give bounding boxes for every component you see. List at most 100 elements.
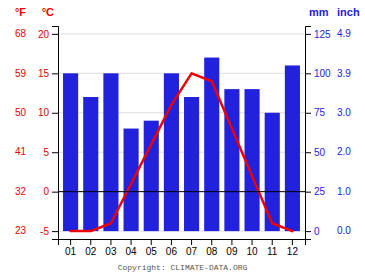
tick-mark xyxy=(305,113,311,114)
tick-label: 06 xyxy=(166,246,178,257)
axis-line xyxy=(52,27,59,240)
secondary-tick-label: 4.9 xyxy=(337,28,351,39)
tick: 03 xyxy=(105,239,117,257)
tick-mark xyxy=(305,152,311,153)
tick-mark xyxy=(231,239,232,245)
tick-label: 0 xyxy=(314,226,320,237)
axis-title: inch xyxy=(337,6,360,18)
secondary-tick-label: 3.0 xyxy=(337,107,351,118)
chart: 010203040506070809101112-505101520025507… xyxy=(0,0,365,273)
tick-label: 10 xyxy=(38,107,50,118)
bar-series xyxy=(63,58,300,232)
tick: 06 xyxy=(166,239,178,257)
tick-label: 25 xyxy=(314,186,326,197)
tick: 05 xyxy=(146,239,158,257)
reference-line xyxy=(58,191,305,192)
tick-label: 11 xyxy=(267,246,278,257)
tick-mark xyxy=(131,239,132,245)
tick: 50 xyxy=(305,147,326,158)
secondary-tick-label: 2.0 xyxy=(337,146,351,157)
plot-area xyxy=(58,58,305,232)
secondary-tick-label: 41 xyxy=(15,146,27,157)
tick: 25 xyxy=(305,186,326,197)
axis-line xyxy=(306,27,312,240)
tick: 11 xyxy=(267,239,278,257)
tick-mark xyxy=(305,34,311,35)
axis-title: °F xyxy=(15,6,26,18)
tick: 100 xyxy=(305,68,331,79)
tick-mark xyxy=(211,239,212,245)
tick-mark xyxy=(171,239,172,245)
bar xyxy=(245,89,260,231)
tick-mark xyxy=(52,73,58,74)
secondary-tick-label: 32 xyxy=(15,186,27,197)
tick: 20 xyxy=(38,29,58,40)
bar xyxy=(103,73,118,231)
tick-label: 5 xyxy=(43,147,49,158)
tick-mark xyxy=(305,73,311,74)
grid xyxy=(58,34,305,231)
grid-line xyxy=(58,33,305,34)
tick-label: 04 xyxy=(126,246,138,257)
tick-label: 08 xyxy=(206,246,218,257)
tick-label: 75 xyxy=(314,107,326,118)
axis-title: °C xyxy=(42,6,54,18)
tick-label: 0 xyxy=(43,186,49,197)
tick-label: 09 xyxy=(226,246,238,257)
y2-axis: 0 25 50 75 100 125 xyxy=(305,27,331,240)
tick-label: 10 xyxy=(247,246,259,257)
tick-mark xyxy=(52,113,58,114)
tick-label: 125 xyxy=(314,29,331,40)
secondary-tick-label: 3.9 xyxy=(337,68,351,79)
tick-mark xyxy=(90,239,91,245)
tick-mark xyxy=(252,239,253,245)
tick: 12 xyxy=(287,239,299,257)
bar xyxy=(63,73,78,231)
tick-label: 100 xyxy=(314,68,331,79)
tick-mark xyxy=(272,239,273,245)
tick-mark xyxy=(52,231,58,232)
bar xyxy=(224,89,239,231)
axis-line xyxy=(59,240,306,246)
tick: 5 xyxy=(43,147,58,158)
tick-label: 07 xyxy=(186,246,198,257)
tick: 08 xyxy=(206,239,218,257)
tick-label: 05 xyxy=(146,246,158,257)
tick-mark xyxy=(52,192,58,193)
secondary-tick-label: 68 xyxy=(15,28,27,39)
tick-mark xyxy=(292,239,293,245)
tick-label: 12 xyxy=(287,246,299,257)
secondary-tick-label: 23 xyxy=(15,225,27,236)
tick: -5 xyxy=(40,226,58,237)
tick: 0 xyxy=(305,226,320,237)
secondary-tick-label: 50 xyxy=(15,107,27,118)
grid-line xyxy=(58,191,305,192)
tick: 02 xyxy=(85,239,97,257)
tick-mark xyxy=(151,239,152,245)
bar xyxy=(285,65,300,231)
tick-mark xyxy=(110,239,111,245)
tick-label: 20 xyxy=(38,29,50,40)
tick: 04 xyxy=(126,239,138,257)
tick-label: -5 xyxy=(40,226,49,237)
grid-line xyxy=(58,73,305,74)
tick-mark xyxy=(191,239,192,245)
caption: Copyright: CLIMATE-DATA.ORG xyxy=(118,263,248,272)
tick: 01 xyxy=(65,239,77,257)
tick-label: 02 xyxy=(85,246,97,257)
line xyxy=(71,73,293,231)
tick-label: 01 xyxy=(65,246,77,257)
tick-mark xyxy=(52,34,58,35)
tick-mark xyxy=(305,231,311,232)
tick-mark xyxy=(52,152,58,153)
tick-label: 15 xyxy=(38,68,50,79)
bar xyxy=(124,129,139,232)
tick: 125 xyxy=(305,29,331,40)
secondary-tick-label: 1.0 xyxy=(337,186,351,197)
secondary-tick-label: 0.0 xyxy=(337,225,351,236)
secondary-tick-label: 59 xyxy=(15,68,27,79)
tick-mark xyxy=(70,239,71,245)
bar xyxy=(83,97,98,231)
axis-title: mm xyxy=(309,6,329,18)
bar xyxy=(184,97,199,231)
